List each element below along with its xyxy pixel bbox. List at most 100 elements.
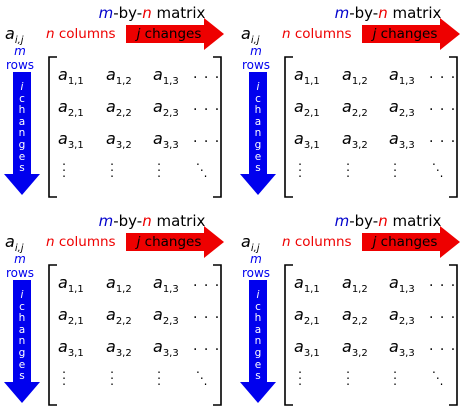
matrix-entry: a1,3	[153, 66, 179, 91]
j-symbol: j	[372, 26, 377, 42]
rows-m: m	[14, 252, 26, 266]
horizontal-ellipsis: . . .	[429, 98, 457, 114]
entry-subscript: 1,3	[398, 284, 415, 296]
entry-base: a	[106, 97, 116, 116]
entry-base: a	[106, 129, 116, 148]
matrix-panel: m-by-n matrix ai,j n columns j changes m rows…	[236, 208, 472, 416]
horizontal-ellipsis: . . .	[193, 306, 221, 322]
entry-base: a	[294, 305, 304, 324]
right-bracket	[213, 56, 222, 198]
matrix-title: m-by-n matrix	[308, 4, 468, 22]
matrix-entry: a2,1	[294, 98, 320, 123]
matrix-entry: a3,3	[153, 130, 179, 155]
matrix-panel: m-by-n matrix ai,j n columns j changes m rows…	[0, 208, 236, 416]
entry-base: a	[389, 97, 399, 116]
entry-base: a	[389, 337, 399, 356]
vertical-ellipsis: . . .	[298, 362, 302, 388]
diagonal-ellipsis: . . .	[196, 362, 208, 388]
rows-text: rows	[5, 266, 35, 280]
matrix-entry: a1,1	[294, 274, 320, 299]
matrix-entry: a1,3	[153, 274, 179, 299]
entry-subscript: 3,2	[115, 348, 132, 360]
entry-base: a	[106, 337, 116, 356]
title-matrix: matrix	[387, 4, 442, 22]
matrix-entry: a1,3	[389, 66, 415, 91]
matrix-entry: a2,2	[106, 98, 132, 123]
entry-base: a	[58, 273, 68, 292]
matrix-entry: a3,2	[342, 130, 368, 155]
entry-base: a	[342, 97, 352, 116]
matrix-entry: a2,2	[342, 98, 368, 123]
j-changes-label: j changes	[126, 232, 212, 252]
entry-subscript: 2,3	[162, 316, 179, 328]
i-symbol: i	[256, 81, 260, 93]
i-changes-arrow	[240, 280, 276, 403]
element-label: ai,j	[241, 232, 260, 259]
j-changes-arrow	[362, 226, 460, 258]
j-changes-arrow	[362, 18, 460, 50]
entry-subscript: 2,1	[67, 108, 84, 120]
title-n: n	[378, 212, 388, 230]
entry-base: a	[58, 129, 68, 148]
matrix-entry: a3,1	[58, 130, 84, 155]
entry-subscript: 2,1	[303, 316, 320, 328]
title-m: m	[334, 212, 350, 230]
matrix-entry: a2,2	[342, 306, 368, 331]
right-bracket	[449, 56, 458, 198]
entry-subscript: 3,1	[67, 348, 84, 360]
horizontal-ellipsis: . . .	[429, 274, 457, 290]
i-changes-text: c h a n g e s	[254, 300, 262, 383]
entry-subscript: 2,2	[115, 316, 132, 328]
matrix-entry: a1,2	[342, 274, 368, 299]
j-changes-text: changes	[376, 26, 438, 42]
horizontal-ellipsis: . . .	[193, 130, 221, 146]
entry-subscript: 1,3	[398, 76, 415, 88]
entry-base: a	[294, 337, 304, 356]
matrix-title: m-by-n matrix	[72, 212, 232, 230]
matrix-entry: a2,3	[389, 98, 415, 123]
left-bracket	[48, 264, 57, 406]
matrix-entry: a2,1	[294, 306, 320, 331]
title-by: -by-	[113, 212, 143, 230]
matrix-entry: a1,2	[342, 66, 368, 91]
i-changes-text: c h a n g e s	[254, 92, 262, 175]
matrix-panel: m-by-n matrix ai,j n columns j changes m rows…	[236, 0, 472, 208]
entry-subscript: 3,2	[351, 348, 368, 360]
entry-base: a	[106, 65, 116, 84]
matrix-entry: a2,3	[153, 306, 179, 331]
horizontal-ellipsis: . . .	[193, 338, 221, 354]
matrix-entry: a3,3	[389, 130, 415, 155]
diagonal-ellipsis: . . .	[196, 154, 208, 180]
horizontal-ellipsis: . . .	[429, 130, 457, 146]
right-bracket	[449, 264, 458, 406]
entry-subscript: 1,2	[351, 284, 368, 296]
entry-base: a	[153, 97, 163, 116]
horizontal-ellipsis: . . .	[193, 274, 221, 290]
rows-m: m	[14, 44, 26, 58]
vertical-ellipsis: . . .	[346, 362, 350, 388]
entry-base: a	[294, 65, 304, 84]
entry-base: a	[389, 129, 399, 148]
left-bracket	[284, 56, 293, 198]
matrix-panel: m-by-n matrix ai,j n columns j changes m rows…	[0, 0, 236, 208]
horizontal-ellipsis: . . .	[193, 66, 221, 82]
entry-base: a	[342, 129, 352, 148]
entry-subscript: 1,1	[303, 76, 320, 88]
matrix-entry: a1,1	[294, 66, 320, 91]
title-m: m	[98, 212, 114, 230]
rows-text: rows	[5, 58, 35, 72]
i-changes-text: c h a n g e s	[18, 92, 26, 175]
vertical-ellipsis: . . .	[393, 154, 397, 180]
j-changes-arrow	[126, 18, 224, 50]
entry-subscript: 2,3	[398, 316, 415, 328]
matrix-entry: a3,2	[106, 338, 132, 363]
entry-subscript: 1,2	[351, 76, 368, 88]
entry-subscript: 3,2	[115, 140, 132, 152]
rows-text: rows	[241, 58, 271, 72]
title-m: m	[334, 4, 350, 22]
matrix-entry: a2,2	[106, 306, 132, 331]
matrix-entry: a2,1	[58, 98, 84, 123]
left-bracket	[284, 264, 293, 406]
